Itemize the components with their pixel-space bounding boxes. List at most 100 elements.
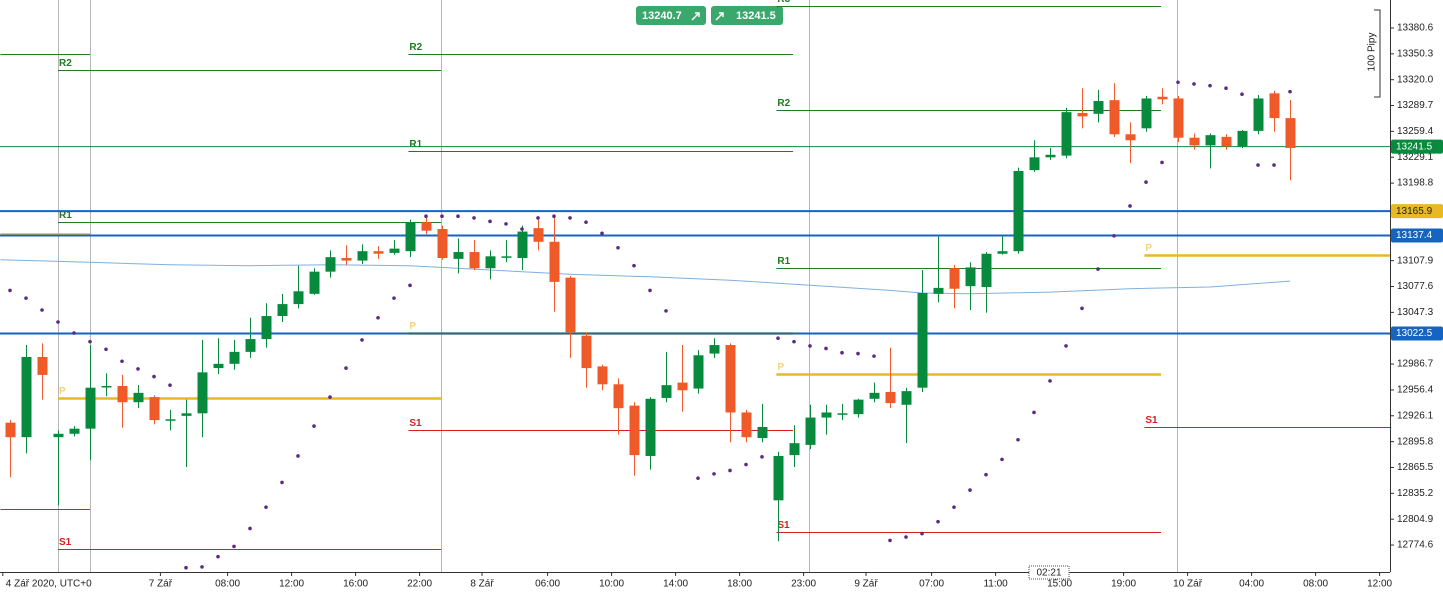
price-box (1391, 139, 1443, 154)
sar-dot (440, 214, 444, 219)
sar-dot (1208, 83, 1212, 88)
sar-dot (216, 554, 220, 559)
x-tick-label: 16:00 (343, 579, 368, 590)
candle-body (1061, 112, 1072, 156)
candle-body (821, 412, 832, 418)
candle-body (373, 251, 384, 254)
pivot-label: P (409, 321, 416, 332)
x-tick-label: 10:00 (599, 579, 624, 590)
sar-dot (24, 296, 28, 300)
pivot-label: P (1145, 243, 1152, 254)
sar-dot (1176, 80, 1180, 85)
sar-dot (584, 220, 588, 224)
pivot-label: S1 (59, 537, 72, 548)
pivot-label: R2 (777, 98, 790, 109)
pip-ruler: 100 Pipy (1367, 9, 1381, 98)
ruler-label: 100 Pipy (1367, 33, 1378, 72)
candle-body (773, 455, 784, 501)
sar-dot (56, 320, 60, 324)
candle-body (1013, 170, 1024, 252)
sar-dot (184, 565, 188, 570)
sar-dot (904, 535, 908, 539)
candle-body (709, 345, 720, 354)
sar-dot (344, 366, 348, 370)
sar-dot (520, 227, 524, 231)
candle-body (101, 385, 112, 388)
candle-body (357, 251, 368, 261)
pivot-label: R2 (409, 42, 422, 53)
sar-dot (824, 346, 828, 351)
y-tick-label: 13198.8 (1397, 178, 1434, 189)
buy-price[interactable]: 13241.5 (736, 10, 776, 22)
level-label: 13137.4 (1396, 230, 1433, 241)
pivot-label: S1 (1145, 415, 1158, 426)
candle-body (885, 391, 896, 404)
x-tick-label: 18:00 (727, 579, 752, 590)
sar-dot (1288, 89, 1292, 94)
candle-body (1077, 112, 1088, 117)
pivot-label: S1 (777, 520, 790, 531)
candle-body (549, 241, 560, 282)
x-tick-label: 04:00 (1239, 579, 1264, 590)
candle-body (85, 387, 96, 429)
sell-button[interactable] (636, 6, 706, 25)
ruler-bracket (1374, 9, 1381, 98)
x-tick-label: 19:00 (1111, 579, 1136, 590)
sar-dot (1144, 180, 1148, 184)
sar-dot (1032, 410, 1036, 415)
sar-dot (88, 339, 92, 344)
pivot-label: S1 (409, 418, 422, 429)
sar-dot (360, 338, 364, 342)
sar-dot (392, 296, 396, 300)
sell-price[interactable]: 13240.7 (642, 10, 682, 22)
sar-dot (952, 505, 956, 509)
candle-body (69, 428, 80, 434)
y-tick-label: 12986.7 (1397, 359, 1434, 370)
candle-body (1189, 137, 1200, 146)
sar-dot (1064, 344, 1068, 348)
candle-body (629, 405, 640, 456)
candle-body (1173, 98, 1184, 138)
sar-dot (920, 531, 924, 536)
candle-body (581, 335, 592, 369)
candle-body (661, 385, 672, 398)
candle-body (165, 419, 176, 421)
sar-dot (808, 344, 812, 348)
sar-dot (296, 454, 300, 458)
sar-dot (856, 351, 860, 356)
x-tick-label: 10 Zář (1173, 579, 1203, 590)
sar-dot (1224, 86, 1228, 91)
sar-dot (936, 519, 940, 524)
sar-dot (232, 544, 236, 549)
candle-body (1269, 93, 1280, 119)
sar-dot (616, 245, 620, 250)
pivot-label: P (59, 386, 66, 397)
candle-body (197, 372, 208, 414)
candle-body (1125, 134, 1136, 141)
candle-body (933, 287, 944, 294)
sar-dot (760, 455, 764, 459)
candle-body (901, 391, 912, 405)
candle-body (437, 229, 448, 259)
sar-dot (1256, 163, 1260, 167)
candle-body (149, 397, 160, 421)
sar-dot (168, 383, 172, 387)
buy-button[interactable] (711, 6, 783, 25)
candle-body (213, 363, 224, 369)
candle-body (1093, 101, 1104, 114)
x-tick-label: 11:00 (983, 579, 1008, 590)
sar-dot (600, 231, 604, 236)
y-tick-label: 13077.6 (1397, 281, 1434, 292)
sar-dot (1112, 234, 1116, 238)
arrow-icon (691, 12, 700, 21)
pivot-label: P (777, 362, 784, 373)
y-tick-label: 12835.2 (1397, 488, 1434, 499)
sar-dot (696, 476, 700, 480)
candle-body (1029, 157, 1040, 171)
sar-dot (424, 214, 428, 219)
moving-average (0, 259, 1291, 295)
sar-dot (536, 216, 540, 220)
sar-dot (472, 216, 476, 220)
candle-body (133, 392, 144, 403)
